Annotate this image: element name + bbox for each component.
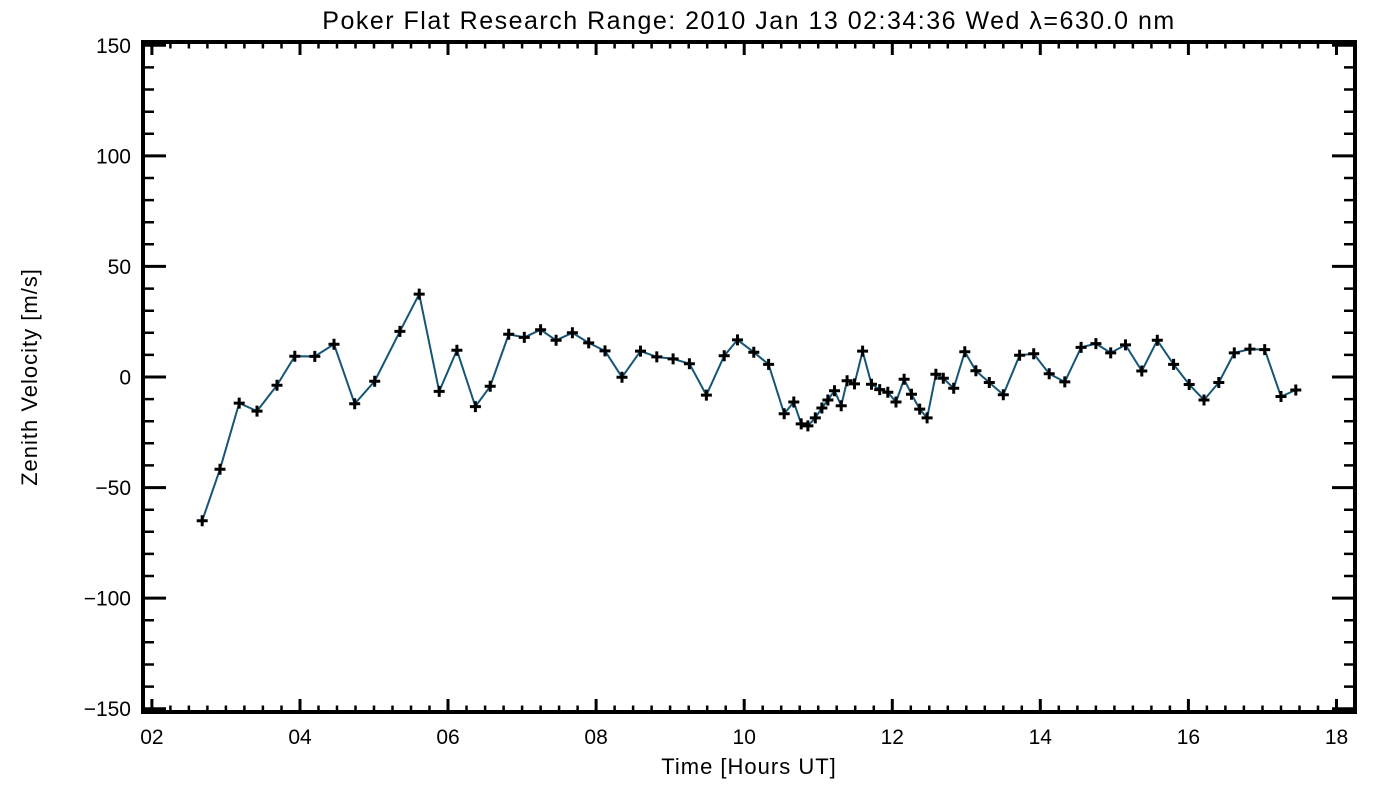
y-tick-labels: −150 −100 −50 0 50 100 150 [84,35,131,721]
svg-text:16: 16 [1177,726,1200,749]
svg-text:04: 04 [288,726,312,749]
svg-text:12: 12 [881,726,904,749]
plot-frame [141,40,1357,714]
data-markers [196,288,1302,527]
svg-text:08: 08 [584,726,607,749]
x-axis-major-ticks [150,42,1338,712]
svg-text:100: 100 [96,145,131,168]
svg-text:50: 50 [108,256,131,279]
svg-text:10: 10 [733,726,756,749]
y-axis-major-ticks [143,43,1355,711]
svg-text:06: 06 [436,726,459,749]
svg-text:−100: −100 [84,588,131,611]
x-tick-labels: 02 04 06 08 10 12 14 16 18 [140,726,1348,749]
svg-text:18: 18 [1325,726,1348,749]
data-line [201,291,1297,522]
x-axis-minor-ticks [169,42,1357,712]
svg-text:150: 150 [96,35,131,58]
svg-text:0: 0 [119,367,131,390]
y-axis-minor-ticks [143,66,1355,688]
svg-text:−150: −150 [84,698,131,721]
svg-text:14: 14 [1029,726,1053,749]
svg-text:−50: −50 [95,477,131,500]
chart-title: Poker Flat Research Range: 2010 Jan 13 0… [322,7,1176,35]
svg-text:02: 02 [140,726,163,749]
x-axis-title: Time [Hours UT] [661,754,837,779]
